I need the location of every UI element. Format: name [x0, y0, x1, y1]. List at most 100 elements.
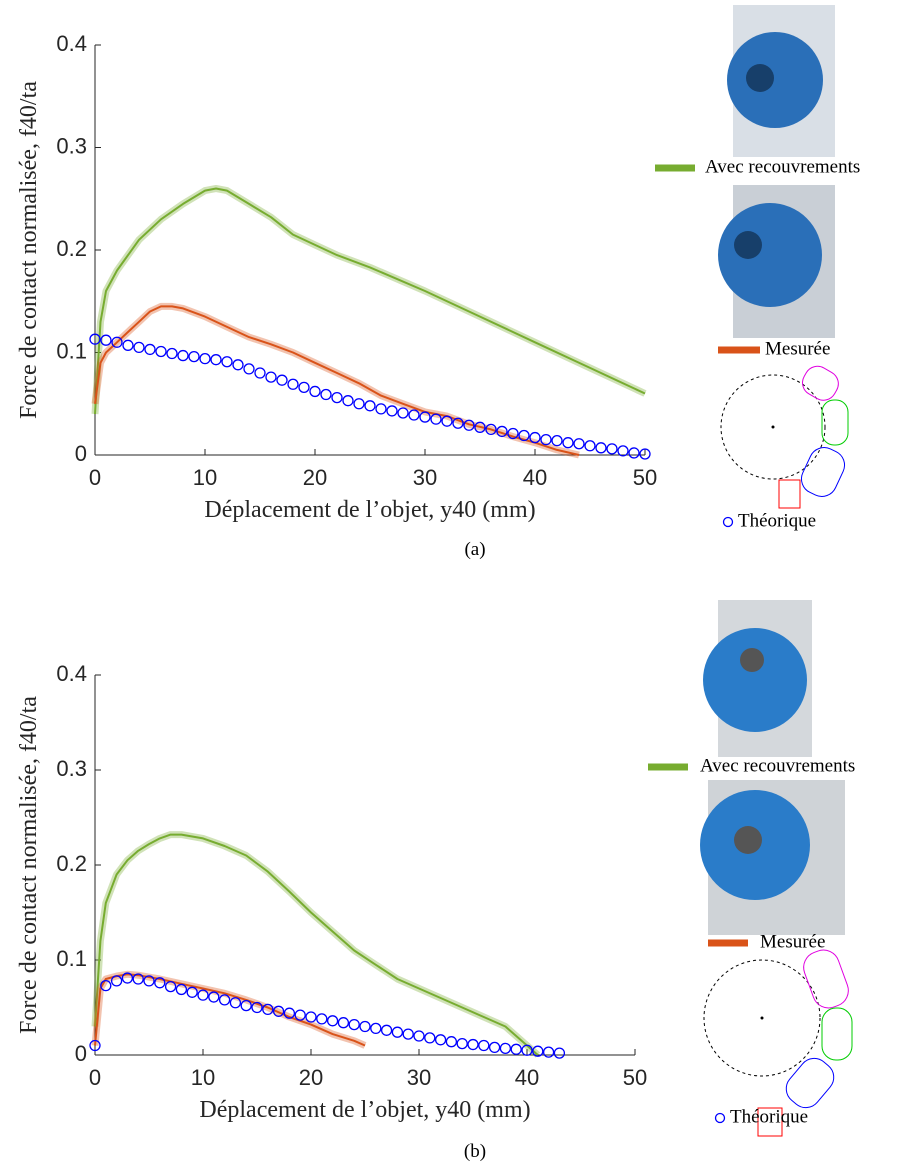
- x-axis-label: Déplacement de l’objet, y40 (mm): [204, 497, 535, 523]
- series-band: [91, 831, 541, 1058]
- data-point: [272, 1005, 285, 1017]
- y-tick-label: 0: [75, 1041, 87, 1066]
- data-point: [518, 429, 530, 442]
- data-point: [316, 1013, 328, 1025]
- data-point: [463, 419, 475, 431]
- x-tick-label: 0: [89, 1065, 101, 1090]
- data-point: [467, 1038, 479, 1051]
- y-tick-label: 0.3: [56, 756, 87, 781]
- data-point: [154, 977, 166, 989]
- data-point: [628, 447, 640, 459]
- y-tick-label: 0: [75, 441, 87, 466]
- data-point: [424, 1032, 436, 1044]
- data-point: [197, 989, 209, 1001]
- data-point: [262, 1003, 274, 1016]
- legend-marker: [722, 516, 734, 528]
- data-point: [485, 423, 497, 436]
- data-point: [309, 385, 321, 398]
- diagram-circle: [703, 959, 821, 1077]
- data-point: [364, 400, 376, 412]
- data-point: [110, 975, 123, 987]
- data-point: [320, 388, 332, 401]
- data-point: [510, 1043, 522, 1055]
- data-point: [452, 417, 464, 429]
- photo-wheel: [703, 628, 807, 732]
- data-point: [617, 445, 629, 457]
- photo-hub: [746, 64, 774, 92]
- y-tick-label: 0.2: [56, 236, 87, 261]
- data-point: [199, 352, 211, 365]
- data-point: [532, 1045, 544, 1057]
- data-point: [606, 443, 618, 455]
- data-point: [251, 1001, 263, 1014]
- data-point: [584, 440, 596, 452]
- data-point: [276, 374, 288, 386]
- series-line: [94, 187, 646, 415]
- legend-label: Théorique: [738, 510, 816, 531]
- data-point: [188, 350, 200, 363]
- data-point: [155, 345, 167, 358]
- data-point: [89, 333, 101, 345]
- x-tick-label: 30: [413, 465, 437, 490]
- data-point: [232, 359, 244, 371]
- y-tick-label: 0.1: [56, 946, 87, 971]
- diagram-link: [821, 399, 849, 446]
- data-point: [441, 415, 453, 427]
- legend-label: Mesurée: [765, 338, 830, 359]
- data-point: [254, 367, 266, 379]
- data-point: [342, 395, 354, 407]
- photo-hub: [740, 648, 764, 672]
- x-tick-label: 50: [633, 465, 657, 490]
- data-point: [326, 1015, 339, 1027]
- data-point: [370, 1022, 382, 1035]
- diagram-center: [771, 425, 775, 429]
- x-tick-label: 40: [515, 1065, 539, 1090]
- data-point: [413, 1030, 425, 1042]
- data-point: [133, 341, 145, 354]
- data-point: [380, 1024, 393, 1036]
- data-point: [595, 442, 607, 454]
- data-point: [529, 431, 541, 444]
- photo-wheel: [727, 32, 823, 128]
- data-point: [287, 378, 299, 390]
- data-point: [434, 1034, 447, 1046]
- data-point: [375, 403, 387, 415]
- caption: (b): [464, 1141, 486, 1162]
- data-point: [100, 980, 112, 992]
- diagram-link: [821, 1007, 853, 1061]
- data-point: [294, 1009, 306, 1021]
- data-point: [175, 983, 188, 996]
- data-point: [474, 421, 486, 433]
- diagram-link: [757, 1107, 783, 1137]
- series-line: [94, 833, 539, 1056]
- data-point: [298, 381, 310, 394]
- data-point: [397, 407, 409, 419]
- data-point: [402, 1028, 414, 1040]
- data-point: [573, 438, 585, 450]
- data-point: [456, 1037, 468, 1050]
- x-tick-label: 10: [191, 1065, 215, 1090]
- data-point: [283, 1007, 296, 1019]
- legend-label: Mesurée: [760, 931, 825, 952]
- data-point: [305, 1011, 317, 1023]
- x-tick-label: 40: [523, 465, 547, 490]
- x-tick-label: 50: [623, 1065, 647, 1090]
- data-point: [331, 391, 343, 404]
- photo-wheel: [718, 203, 822, 307]
- data-point: [639, 448, 651, 460]
- series-line: [94, 973, 366, 1047]
- legend-label: Avec recouvrements: [705, 156, 860, 177]
- data-point: [240, 999, 252, 1012]
- data-point: [478, 1039, 490, 1052]
- data-point: [132, 973, 144, 985]
- data-point: [144, 343, 156, 356]
- data-point: [221, 356, 233, 368]
- data-point: [348, 1018, 360, 1031]
- data-point: [419, 411, 431, 423]
- data-point: [386, 405, 398, 417]
- y-tick-label: 0.2: [56, 851, 87, 876]
- data-point: [553, 1047, 566, 1059]
- data-point: [210, 354, 222, 366]
- data-point: [337, 1017, 350, 1029]
- series-band: [91, 970, 367, 1049]
